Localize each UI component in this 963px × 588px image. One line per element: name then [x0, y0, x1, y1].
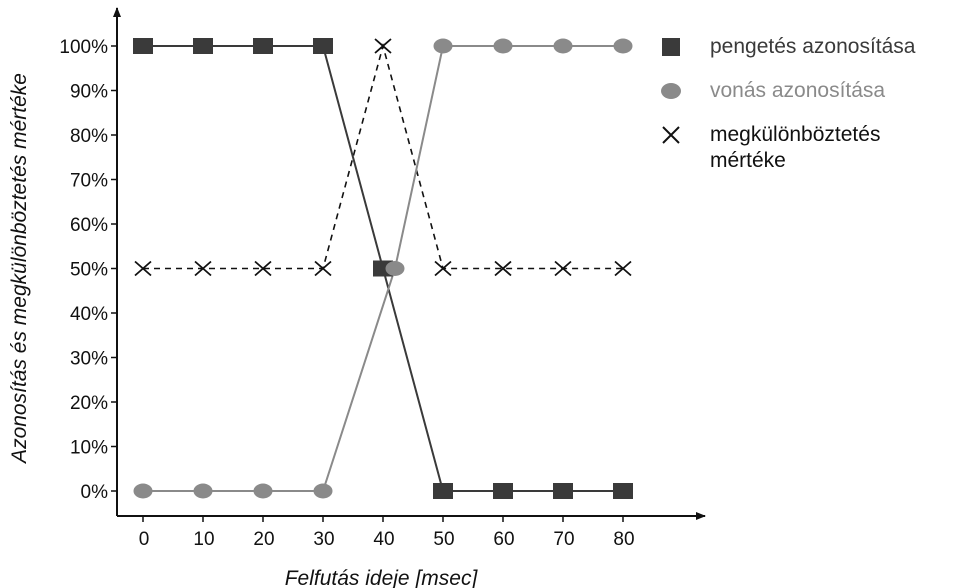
y-tick-label: 0%: [81, 482, 109, 503]
cross-point: [614, 260, 632, 277]
y-tick-label: 20%: [70, 393, 108, 414]
y-tick-label: 40%: [70, 304, 108, 325]
circle-point: [133, 483, 153, 499]
cross-point: [494, 260, 512, 277]
legend-label-pengetes: pengetés azonosítása: [710, 35, 916, 58]
x-tick-label: 10: [193, 529, 214, 550]
x-tick-label: 80: [613, 529, 634, 550]
square-point: [313, 38, 333, 54]
y-tick-label: 90%: [70, 82, 108, 103]
legend-label-vonas: vonás azonosítása: [710, 79, 886, 102]
circle-point: [253, 483, 273, 499]
legend-item-vonas: vonás azonosítása: [660, 72, 960, 116]
cross-point: [554, 260, 572, 277]
cross-point: [134, 260, 152, 277]
cross-icon: [662, 126, 680, 144]
square-point: [253, 38, 273, 54]
legend-label-megkulonboztetes: megkülönböztetés mértéke: [710, 123, 881, 172]
circle-point: [553, 38, 573, 54]
circle-point: [433, 38, 453, 54]
cross-point: [314, 260, 332, 277]
y-tick-label: 80%: [70, 126, 108, 147]
cross-point: [374, 38, 392, 54]
series-line-2: [143, 42, 623, 270]
y-tick-label: 60%: [70, 215, 108, 236]
y-tick-label: 70%: [70, 171, 108, 192]
square-point: [613, 483, 633, 499]
square-point: [193, 38, 213, 54]
y-axis-title: Azonosítás és megkülönböztetés mértéke: [8, 73, 31, 465]
x-tick-label: 70: [553, 529, 574, 550]
x-axis-title: Felfutás ideje [msec]: [285, 567, 479, 588]
square-point: [493, 483, 513, 499]
cross-point: [254, 260, 272, 277]
square-point: [133, 38, 153, 54]
x-tick-label: 20: [253, 529, 274, 550]
circle-point: [313, 483, 333, 499]
x-tick-label: 30: [313, 529, 334, 550]
y-tick-label: 50%: [70, 260, 108, 281]
x-tick-label: 60: [493, 529, 514, 550]
circle-point: [385, 261, 405, 276]
square-point: [433, 483, 453, 499]
x-tick-label: 50: [433, 529, 454, 550]
legend-item-pengetes: pengetés azonosítása: [660, 28, 960, 72]
y-tick-label: 30%: [70, 349, 108, 370]
cross-point: [434, 260, 452, 277]
circle-point: [613, 38, 633, 54]
x-tick-label: 40: [373, 529, 394, 550]
legend: pengetés azonosítása vonás azonosítása m…: [660, 28, 960, 172]
y-tick-label: 10%: [70, 438, 108, 459]
circle-point: [493, 38, 513, 54]
circle-icon: [661, 83, 681, 99]
square-point: [553, 483, 573, 499]
circle-point: [193, 483, 213, 499]
cross-point: [194, 260, 212, 277]
legend-item-megkulonboztetes: megkülönböztetés mértéke: [660, 116, 960, 172]
y-tick-label: 100%: [59, 37, 108, 58]
x-tick-label: 0: [139, 529, 150, 550]
square-icon: [662, 38, 680, 56]
